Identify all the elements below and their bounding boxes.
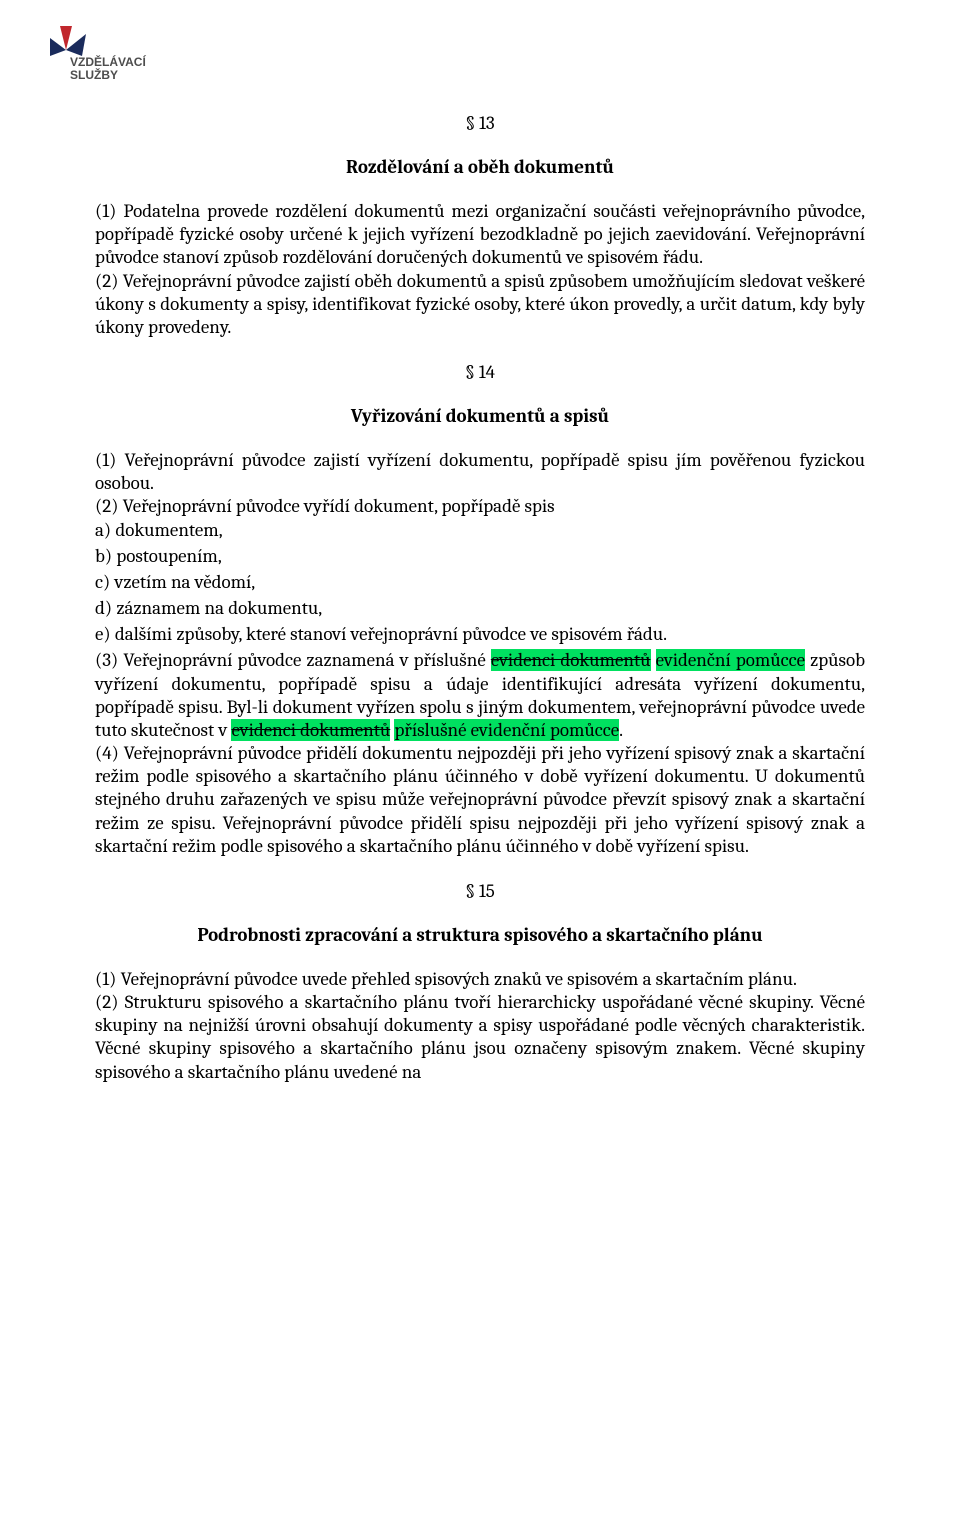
- section-13-title: Rozdělování a oběh dokumentů: [95, 156, 865, 178]
- s14-para-3: (3) Veřejnoprávní původce zaznamená v př…: [95, 649, 865, 742]
- s14-para-4: (4) Veřejnoprávní původce přidělí dokume…: [95, 742, 865, 858]
- s14-para-2: (2) Veřejnoprávní původce vyřídí dokumen…: [95, 495, 865, 518]
- s15-para-2: (2) Strukturu spisového a skartačního pl…: [95, 991, 865, 1084]
- s14-item-e: e) dalšími způsoby, které stanoví veřejn…: [95, 623, 865, 646]
- strike-highlight-2: evidenci dokumentů: [231, 719, 390, 741]
- logo-text-1: VZDĚLÁVACÍ: [70, 54, 146, 69]
- highlight-1: evidenční pomůcce: [656, 649, 805, 671]
- logo-text-2: SLUŽBY: [70, 67, 118, 82]
- s14-item-b: b) postoupením,: [95, 545, 865, 568]
- section-14-title: Vyřizování dokumentů a spisů: [95, 405, 865, 427]
- s13-para-2: (2) Veřejnoprávní původce zajistí oběh d…: [95, 270, 865, 340]
- highlight-2: příslušné evidenční pomůcce: [394, 719, 619, 741]
- s15-para-1: (1) Veřejnoprávní původce uvede přehled …: [95, 968, 865, 991]
- s14-item-d: d) záznamem na dokumentu,: [95, 597, 865, 620]
- section-15-number: § 15: [95, 880, 865, 902]
- section-13-number: § 13: [95, 112, 865, 134]
- s14-item-c: c) vzetím na vědomí,: [95, 571, 865, 594]
- s13-para-1: (1) Podatelna provede rozdělení dokument…: [95, 200, 865, 270]
- document-body: § 13 Rozdělování a oběh dokumentů (1) Po…: [95, 112, 865, 1084]
- s14-item-a: a) dokumentem,: [95, 519, 865, 542]
- section-15-title: Podrobnosti zpracování a struktura spiso…: [95, 924, 865, 946]
- strike-highlight-1: evidenci dokumentů: [491, 649, 651, 671]
- s14-para-1: (1) Veřejnoprávní původce zajistí vyříze…: [95, 449, 865, 495]
- section-14-number: § 14: [95, 361, 865, 383]
- logo: VZDĚLÁVACÍ SLUŽBY: [42, 18, 172, 88]
